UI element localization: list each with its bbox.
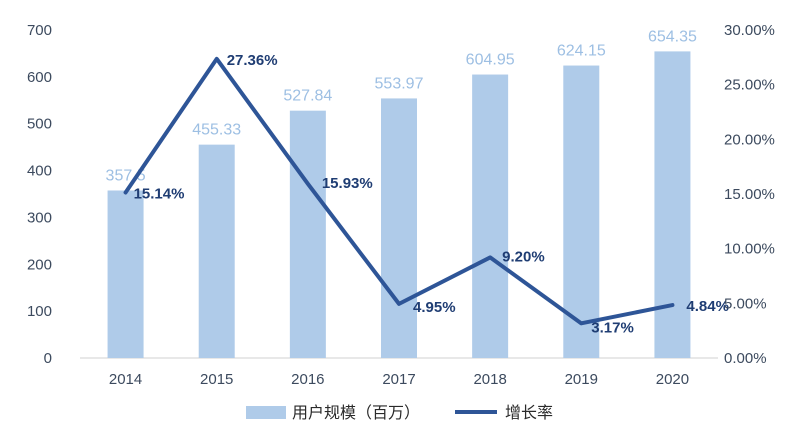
x-tick-label: 2015 <box>200 371 233 388</box>
bar <box>381 98 417 359</box>
x-tick-label: 2014 <box>109 371 142 388</box>
bar-series <box>107 51 691 359</box>
y-right-tick-label: 15.00% <box>724 186 775 203</box>
x-tick-label: 2019 <box>565 371 598 388</box>
y-right-tick-label: 20.00% <box>724 131 775 148</box>
y-left-tick-label: 0 <box>44 350 52 367</box>
x-tick-label: 2020 <box>656 371 689 388</box>
bar-value-label: 624.15 <box>557 43 606 60</box>
rate-value-label: 15.93% <box>322 175 373 192</box>
bar-value-label: 553.97 <box>375 75 424 92</box>
bar <box>289 110 326 359</box>
y-left-tick-label: 500 <box>27 116 52 133</box>
y-left-tick-label: 300 <box>27 209 52 226</box>
bar-value-label: 527.84 <box>283 88 332 105</box>
rate-value-label: 4.84% <box>686 298 729 315</box>
x-tick-label: 2017 <box>382 371 415 388</box>
rate-value-label: 15.14% <box>134 185 185 202</box>
rate-value-label: 9.20% <box>502 248 545 265</box>
plot-area: 357.5455.33527.84553.97604.95624.15654.3… <box>27 22 775 388</box>
legend-label-line: 增长率 <box>505 404 553 422</box>
bar-value-label: 604.95 <box>466 52 515 69</box>
x-axis: 2014 2015 2016 2017 2018 2019 2020 <box>109 371 689 388</box>
y-axis-right: 0.00% 5.00% 10.00% 15.00% 20.00% 25.00% 30.00% <box>724 22 775 367</box>
bar <box>563 65 600 359</box>
y-left-tick-label: 600 <box>27 69 52 86</box>
y-right-tick-label: 30.00% <box>724 22 775 39</box>
legend-label-bar: 用户规模（百万） <box>292 404 420 422</box>
line-series <box>123 56 675 326</box>
bar-value-label: 455.33 <box>192 122 241 139</box>
x-tick-label: 2016 <box>291 371 324 388</box>
y-right-tick-label: 0.00% <box>724 350 767 367</box>
x-tick-label: 2018 <box>473 371 506 388</box>
bar <box>107 190 144 358</box>
bar-value-label: 654.35 <box>648 28 697 45</box>
legend: 用户规模（百万） 增长率 <box>246 404 553 422</box>
bar <box>198 144 235 358</box>
rate-value-label: 3.17% <box>591 319 634 336</box>
rate-value-label: 4.95% <box>413 299 456 316</box>
y-axis-left: 0 100 200 300 400 500 600 700 <box>27 22 52 367</box>
y-left-tick-label: 400 <box>27 163 52 180</box>
y-left-tick-label: 200 <box>27 256 52 273</box>
rate-value-label: 27.36% <box>227 52 278 69</box>
legend-swatch-bar <box>246 406 286 419</box>
bar <box>654 51 691 358</box>
bar <box>472 74 509 358</box>
y-right-tick-label: 25.00% <box>724 77 775 94</box>
y-right-tick-label: 5.00% <box>724 295 767 312</box>
y-left-tick-label: 700 <box>27 22 52 39</box>
y-left-tick-label: 100 <box>27 303 52 320</box>
y-right-tick-label: 10.00% <box>724 241 775 258</box>
rate-data-labels: 15.14% 27.36% 15.93% 4.95% 9.20% 3.17% 4.84% <box>134 52 729 336</box>
